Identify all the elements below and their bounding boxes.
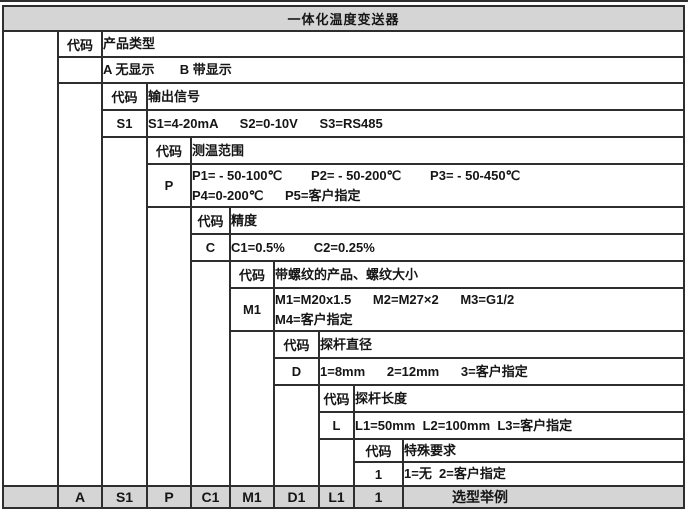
spacer-col-thread-size — [229, 330, 275, 487]
code-value-thread-size: M1 — [229, 287, 275, 332]
example-cell-special: 1 — [353, 485, 404, 509]
code-value-product-type — [57, 56, 103, 84]
field-product-type: 产品类型 — [100, 30, 686, 58]
table-row: A 无显示 B 带显示 — [3, 56, 686, 84]
field-special-requirements: 特殊要求 — [401, 438, 686, 463]
code-value-accuracy: C — [190, 233, 231, 262]
example-cell-blank — [2, 485, 59, 509]
spacer-col-product-type — [57, 82, 103, 487]
code-header-probe-length: 代码 — [318, 384, 355, 413]
example-cell-thread-size: M1 — [229, 485, 275, 509]
spacer-col-output-signal — [101, 136, 148, 487]
options-output-signal: S1=4-20mA S2=0-10V S3=RS485 — [145, 109, 686, 138]
table-row: 代码 输出信号 — [3, 82, 686, 487]
table-row: D 1=8mm 2=12mm 3=客户指定 — [3, 357, 686, 386]
spacer-col-probe-length — [318, 438, 355, 487]
title-row: 一体化温度变送器 — [1, 5, 686, 32]
table-row: 代码 精度 — [3, 206, 686, 487]
field-output-signal: 输出信号 — [145, 82, 686, 111]
options-probe-diameter: 1=8mm 2=12mm 3=客户指定 — [317, 357, 686, 386]
table-row: 1 1=无 2=客户指定 — [3, 461, 686, 487]
field-probe-length: 探杆长度 — [352, 384, 686, 413]
table-row: 代码 测温范围 — [3, 136, 686, 487]
example-cell-probe-length: L1 — [318, 485, 355, 509]
code-header-probe-diameter: 代码 — [273, 330, 320, 359]
code-value-special-requirements: 1 — [353, 461, 404, 487]
table-row: 代码 带螺纹的产品、螺纹大小 — [3, 260, 686, 487]
options-probe-length: L1=50mm L2=100mm L3=客户指定 — [352, 411, 686, 440]
table-row: P P1= - 50-100℃ P2= - 50-200℃ P3= - 50-4… — [3, 163, 686, 208]
example-cell-product-type: A — [57, 485, 103, 509]
spacer-col-temp-range — [146, 206, 192, 487]
example-cell-probe-diameter: D1 — [273, 485, 320, 509]
table-row: C C1=0.5% C2=0.25% — [3, 233, 686, 262]
table-row: 代码 特殊要求 — [3, 438, 686, 487]
table-row: M1 M1=M20x1.5 M2=M27×2 M3=G1/2 M4=客户指定 — [3, 287, 686, 332]
table-row: 代码 探杆长度 — [3, 384, 686, 487]
code-header-output-signal: 代码 — [101, 82, 148, 111]
options-accuracy: C1=0.5% C2=0.25% — [228, 233, 686, 262]
field-accuracy: 精度 — [228, 206, 686, 235]
field-thread-size: 带螺纹的产品、螺纹大小 — [272, 260, 686, 289]
options-thread-size: M1=M20x1.5 M2=M27×2 M3=G1/2 M4=客户指定 — [272, 287, 686, 332]
code-value-probe-diameter: D — [273, 357, 320, 386]
page-title: 一体化温度变送器 — [1, 5, 686, 32]
example-code-row: A S1 P C1 M1 D1 L1 1 选型举例 — [2, 485, 686, 509]
selection-code-table: 一体化温度变送器 代码 产品类型 A 无显示 B 带显示 代码 输出信号 S1 … — [1, 5, 686, 509]
options-temp-range: P1= - 50-100℃ P2= - 50-200℃ P3= - 50-450… — [189, 163, 686, 208]
table-row: L L1=50mm L2=100mm L3=客户指定 — [3, 411, 686, 440]
field-temp-range: 测温范围 — [189, 136, 686, 165]
field-probe-diameter: 探杆直径 — [317, 330, 686, 359]
cropped-top-edge-line — [0, 0, 688, 2]
spacer-col-root — [2, 30, 59, 487]
table-row: 代码 探杆直径 — [3, 330, 686, 487]
code-header-special-requirements: 代码 — [353, 438, 404, 463]
code-value-probe-length: L — [318, 411, 355, 440]
code-header-thread-size: 代码 — [229, 260, 275, 289]
code-value-temp-range: P — [146, 163, 192, 208]
example-cell-temp-range: P — [146, 485, 192, 509]
table-row: S1 S1=4-20mA S2=0-10V S3=RS485 — [3, 109, 686, 138]
code-value-output-signal: S1 — [101, 109, 148, 138]
spacer-col-probe-diameter — [273, 384, 320, 487]
options-special-requirements: 1=无 2=客户指定 — [401, 461, 686, 487]
code-header-temp-range: 代码 — [146, 136, 192, 165]
code-header-accuracy: 代码 — [190, 206, 231, 235]
example-label: 选型举例 — [401, 485, 686, 509]
example-cell-output-signal: S1 — [101, 485, 148, 509]
table-row: 代码 产品类型 — [2, 30, 686, 487]
options-product-type: A 无显示 B 带显示 — [100, 56, 686, 84]
code-header-product-type: 代码 — [57, 30, 103, 58]
spacer-col-accuracy — [190, 260, 231, 487]
example-cell-accuracy: C1 — [190, 485, 231, 509]
